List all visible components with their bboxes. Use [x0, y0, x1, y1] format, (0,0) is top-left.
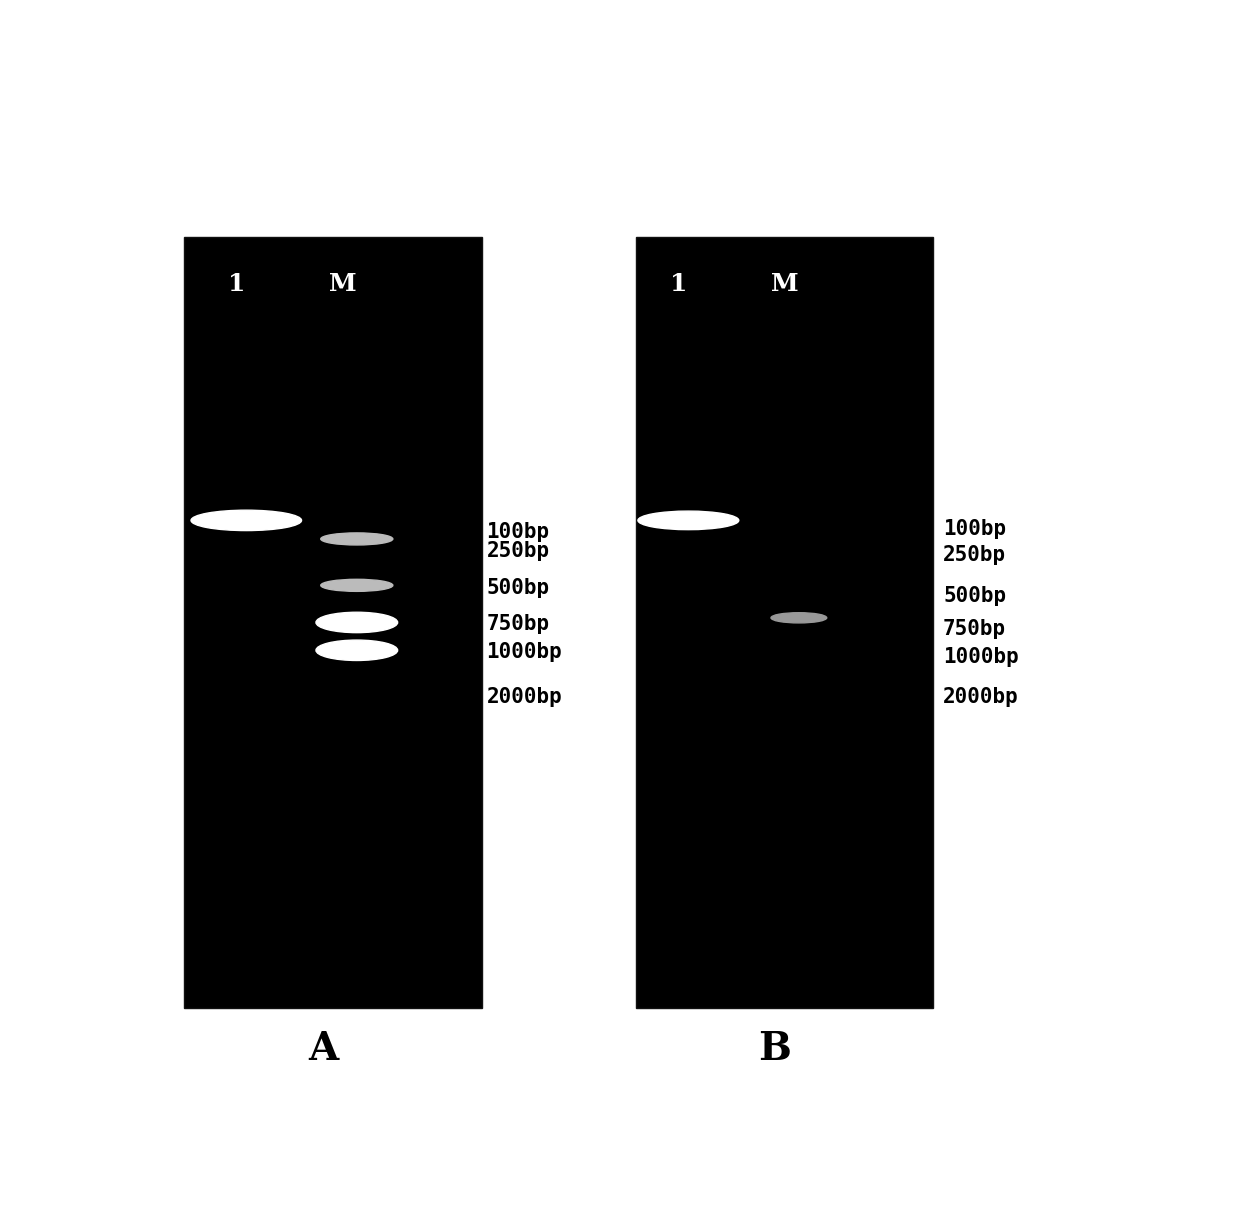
Ellipse shape [316, 640, 398, 660]
Text: B: B [759, 1030, 791, 1069]
Ellipse shape [321, 533, 393, 545]
Text: 250bp: 250bp [486, 541, 549, 562]
Bar [184, 237, 481, 1007]
Text: M: M [329, 272, 356, 295]
Text: 250bp: 250bp [942, 545, 1006, 565]
Text: 1000bp: 1000bp [942, 647, 1019, 666]
Ellipse shape [321, 580, 393, 592]
Text: 500bp: 500bp [942, 587, 1006, 606]
Text: 750bp: 750bp [942, 619, 1006, 639]
Text: 2000bp: 2000bp [942, 687, 1019, 706]
Text: 100bp: 100bp [486, 522, 549, 541]
Text: 100bp: 100bp [942, 518, 1006, 539]
Text: 1: 1 [228, 272, 246, 295]
Text: 1000bp: 1000bp [486, 642, 562, 662]
Text: 750bp: 750bp [486, 615, 549, 634]
Ellipse shape [316, 612, 398, 633]
Text: M: M [770, 272, 799, 295]
Text: 500bp: 500bp [486, 578, 549, 598]
Bar [635, 237, 934, 1007]
Ellipse shape [637, 511, 739, 530]
Text: A: A [308, 1030, 339, 1069]
Ellipse shape [771, 612, 827, 623]
Ellipse shape [191, 510, 301, 530]
Text: 1: 1 [670, 272, 687, 295]
Text: 2000bp: 2000bp [486, 687, 562, 706]
